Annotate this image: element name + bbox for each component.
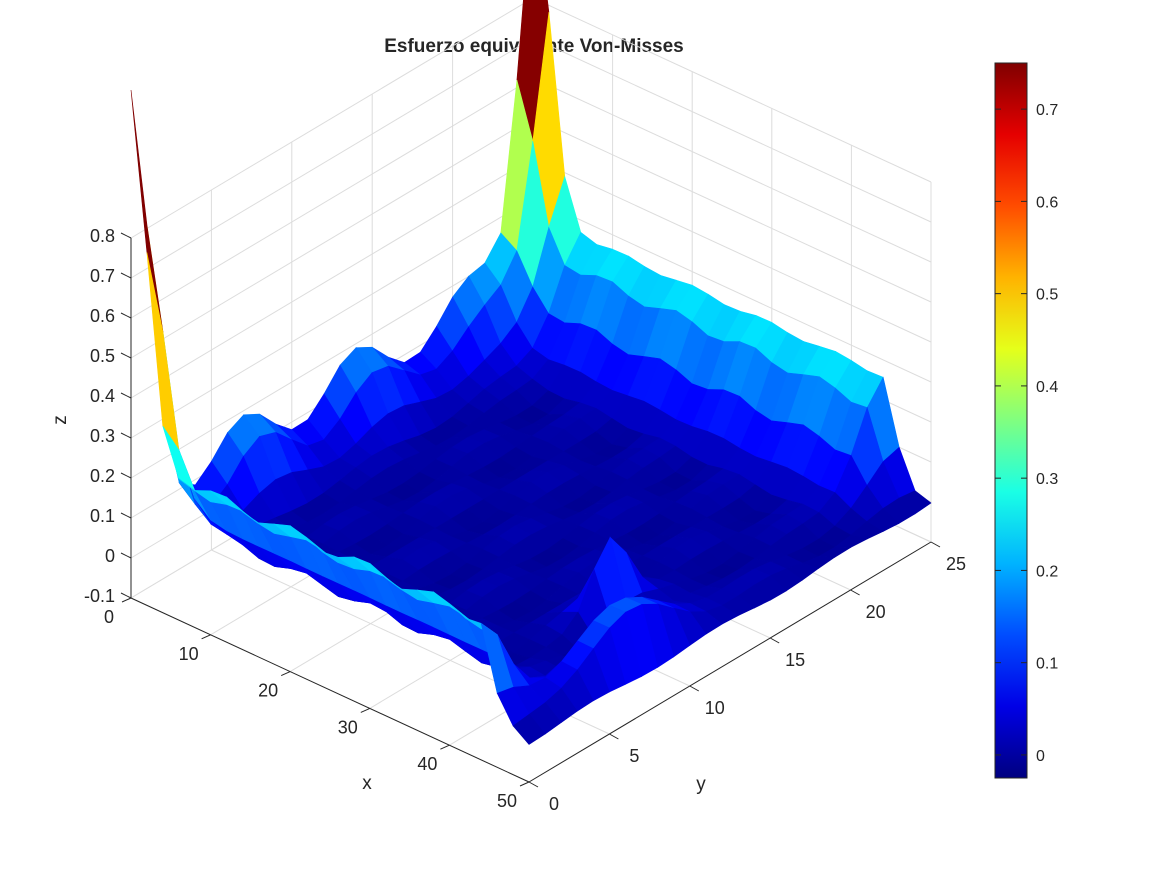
z-tick-mark [120, 432, 132, 439]
colorbar-tick-label: 0 [1036, 748, 1045, 765]
grid-line [130, 237, 534, 479]
x-tick-mark [440, 744, 450, 750]
z-tick-mark [120, 512, 132, 519]
z-tick-mark [120, 552, 132, 559]
z-tick-label: 0.8 [90, 226, 115, 246]
z-tick-mark [120, 392, 132, 399]
x-tick-mark [360, 707, 371, 713]
z-tick-mark [120, 352, 132, 359]
grid-line [532, 197, 932, 383]
grid-line [532, 117, 932, 303]
grid-line [130, 157, 534, 399]
surface-patch [130, 89, 164, 333]
colorbar: 0 0.1 0.2 0.3 0.4 0.5 0.6 0.7 [994, 62, 1058, 779]
x-tick-mark [201, 634, 211, 640]
grid-line [130, 77, 534, 319]
z-tick-label: -0.1 [84, 586, 115, 606]
colorbar-tick-label: 0.1 [1036, 656, 1058, 673]
y-tick-label: 20 [866, 602, 886, 622]
surface-mesh [130, 0, 932, 745]
z-tick-label: 0.2 [90, 466, 115, 486]
colorbar-tick-label: 0.3 [1036, 471, 1058, 488]
z-tick-label: 0.4 [90, 386, 115, 406]
grid-line [532, 157, 932, 343]
x-tick-label: 40 [417, 754, 437, 774]
colorbar-tick-label: 0.4 [1036, 379, 1058, 396]
grid-line [536, 0, 932, 183]
grid-line [130, 37, 534, 279]
z-axis-label: z [50, 415, 71, 425]
z-tick-mark [120, 232, 132, 239]
y-tick-mark [930, 541, 941, 548]
z-tick-mark [120, 592, 132, 599]
y-axis-line [528, 541, 932, 783]
colorbar-ticks: 0 0.1 0.2 0.3 0.4 0.5 0.6 0.7 [995, 102, 1058, 765]
x-tick-label: 50 [497, 791, 517, 811]
y-tick-mark [689, 685, 700, 692]
z-tick-mark [120, 312, 132, 319]
z-tick-label: 0.3 [90, 426, 115, 446]
grid-line [532, 77, 932, 263]
x-tick-label: 0 [104, 607, 114, 627]
colorbar-tick-label: 0.5 [1036, 287, 1058, 304]
x-tick-mark [121, 597, 132, 603]
y-axis-label: y [696, 774, 706, 795]
x-axis-line [130, 597, 530, 783]
colorbar-tick-label: 0.7 [1036, 102, 1058, 119]
z-tick-label: 0 [105, 546, 115, 566]
y-tick-label: 25 [946, 554, 966, 574]
y-tick-label: 0 [549, 794, 559, 814]
x-tick-mark [280, 671, 291, 677]
z-tick-mark [120, 272, 132, 279]
colorbar-gradient [994, 62, 1028, 779]
y-tick-label: 10 [705, 698, 725, 718]
z-tick-mark [120, 472, 132, 479]
y-tick-mark [609, 733, 619, 740]
axes-box [130, 238, 932, 783]
z-tick-label: 0.5 [90, 346, 115, 366]
grid-line [130, 117, 534, 359]
surface-patch [512, 713, 546, 745]
x-tick-label: 30 [338, 717, 358, 737]
y-tick-label: 5 [629, 746, 639, 766]
y-tick-mark [769, 637, 780, 644]
x-tick-label: 10 [179, 644, 199, 664]
colorbar-tick-label: 0.2 [1036, 563, 1058, 580]
x-tick-label: 20 [258, 681, 278, 701]
x-tick-mark [519, 781, 530, 787]
y-tick-mark [850, 589, 860, 596]
y-tick-mark [528, 781, 539, 788]
grid-line [532, 37, 932, 223]
x-axis-label: x [362, 773, 372, 794]
colorbar-tick-label: 0.6 [1036, 194, 1058, 211]
z-tick-label: 0.6 [90, 306, 115, 326]
grid-line [130, 197, 534, 439]
z-tick-label: 0.7 [90, 266, 115, 286]
y-tick-label: 15 [785, 650, 805, 670]
surface-patch [146, 252, 180, 451]
grid-line [130, 0, 531, 239]
z-tick-label: 0.1 [90, 506, 115, 526]
